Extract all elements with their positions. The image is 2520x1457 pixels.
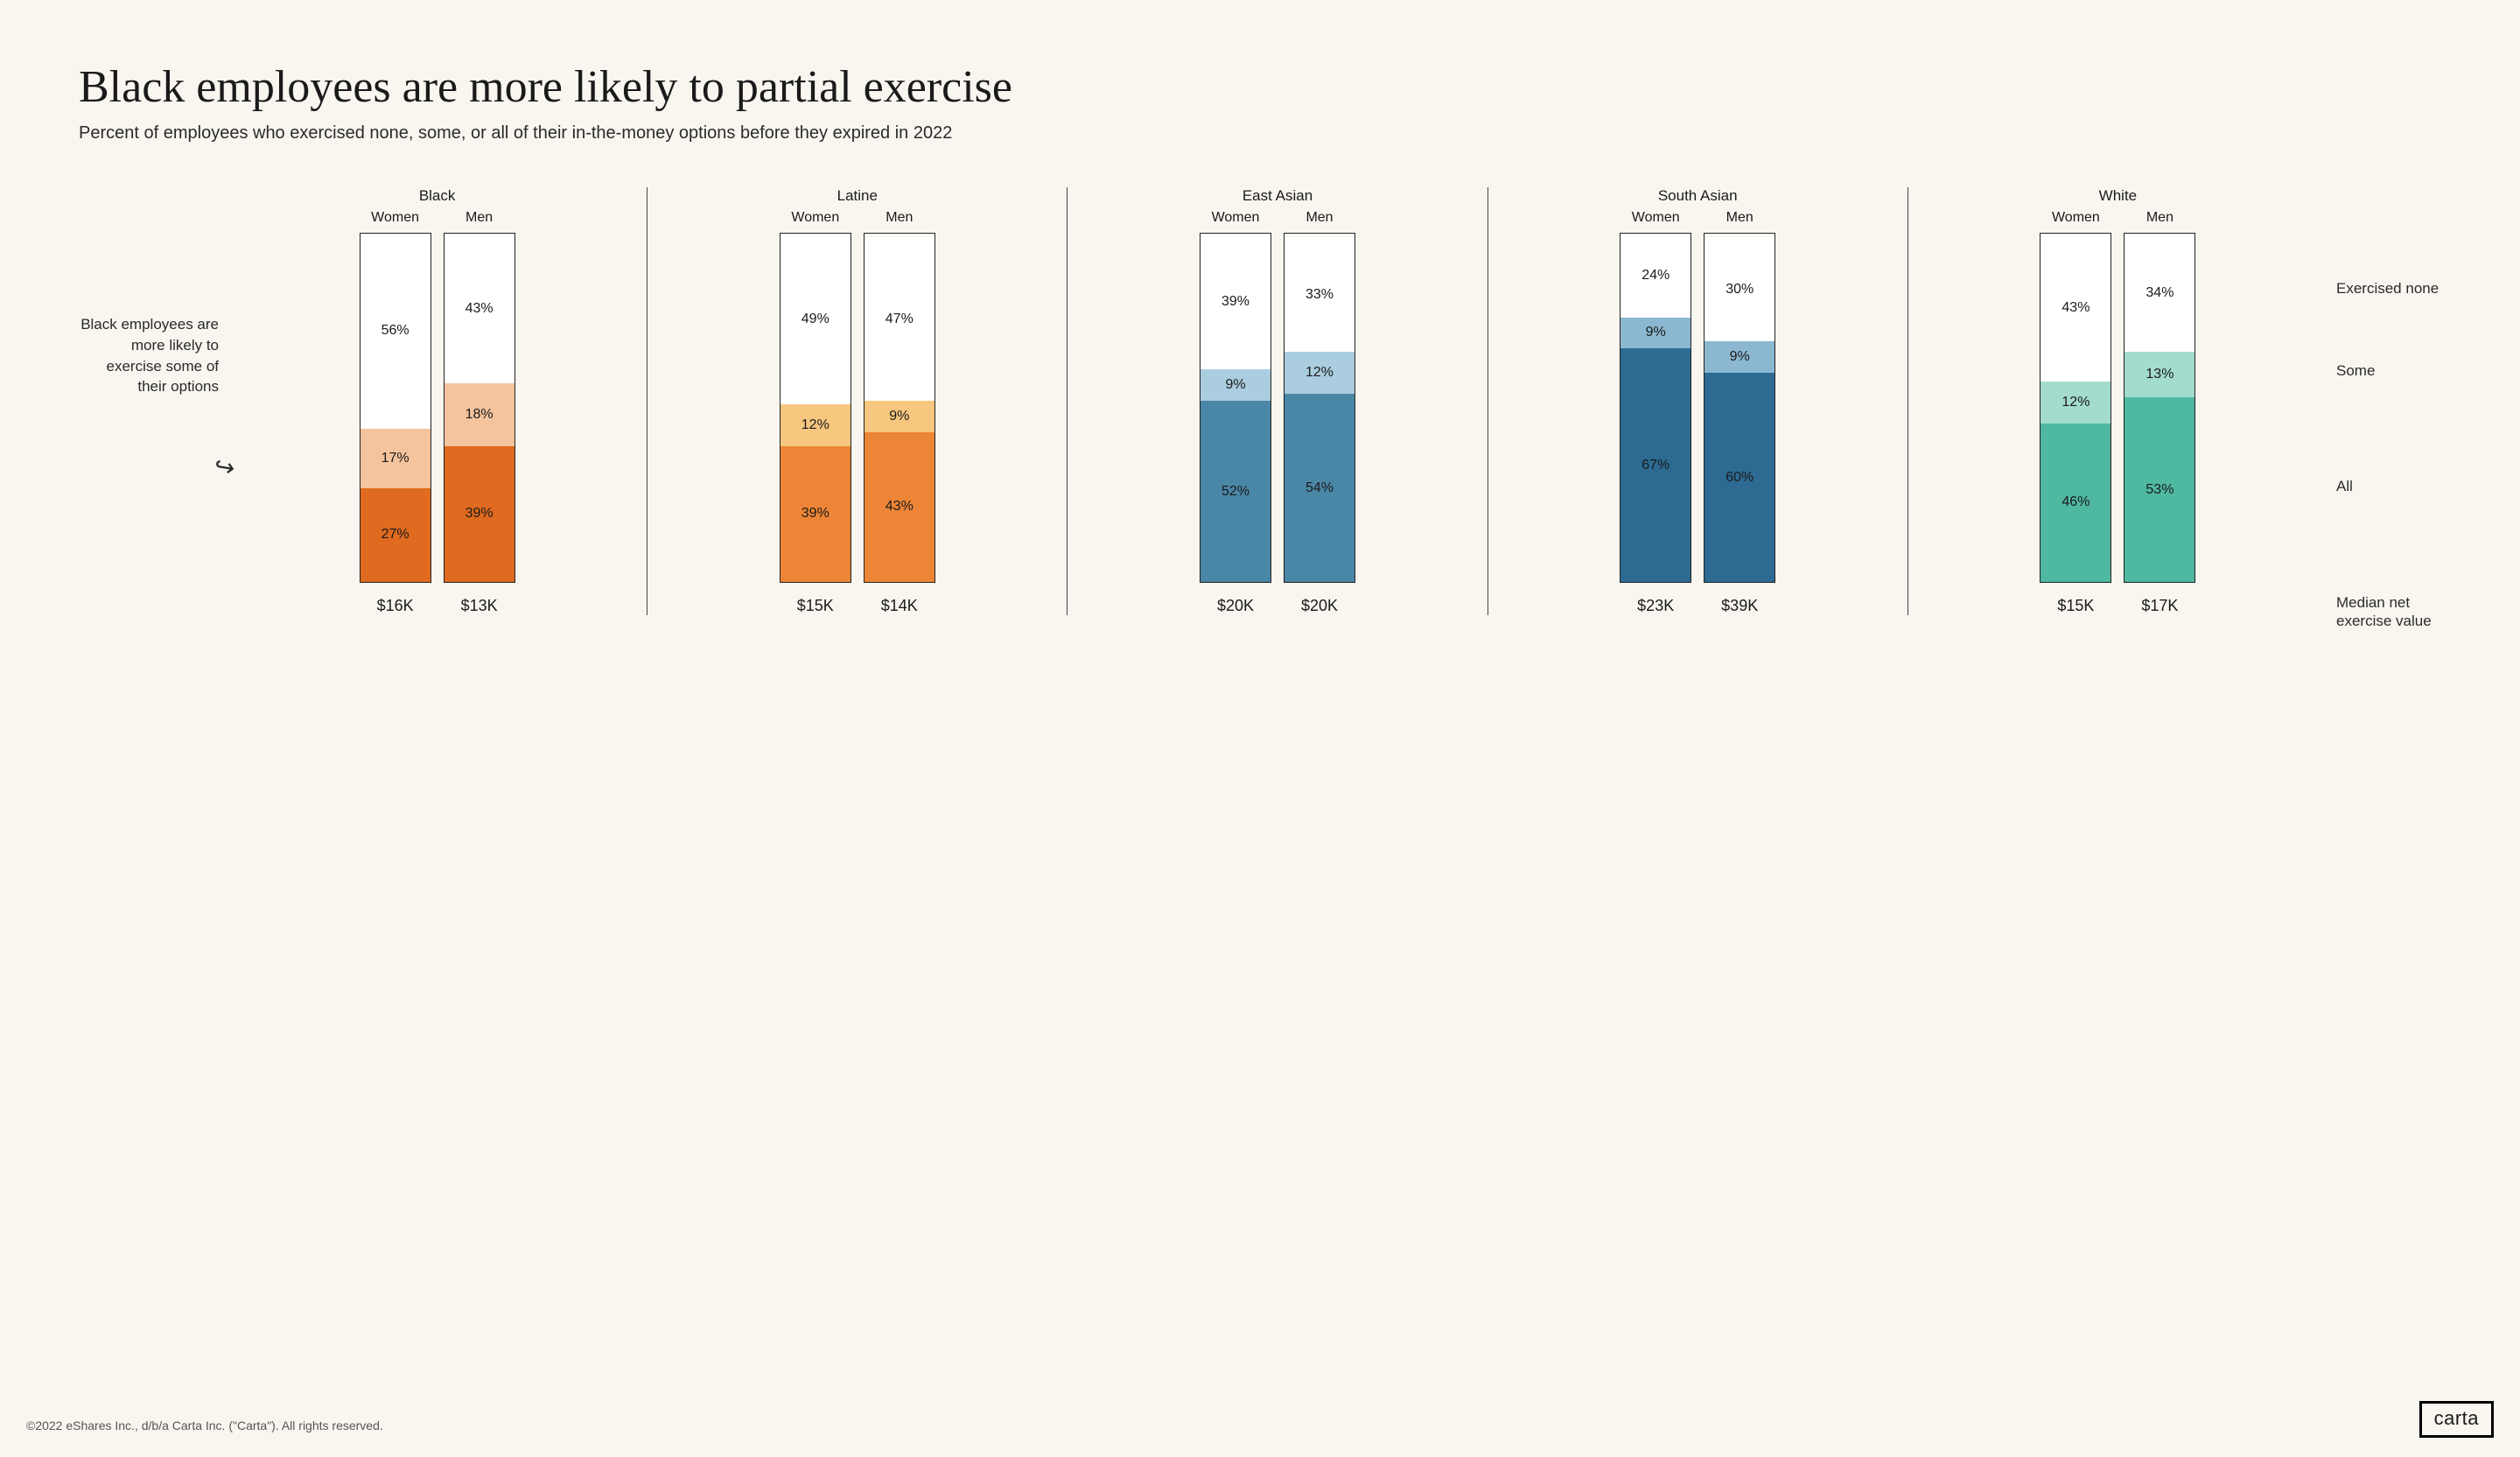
group-bars: Women 46%12%43% $15K Men 53%13%34% $17K [1914,210,2322,615]
stacked-bar: 67%9%24% [1620,233,1691,583]
bar-segment-some: 9% [864,401,934,432]
gender-label: Men [1726,210,1754,226]
chart-annotation: Black employees are more likely to exerc… [79,187,228,397]
gender-label: Women [791,210,839,226]
chart-subtitle: Percent of employees who exercised none,… [79,123,2441,144]
group-label: White [2099,187,2137,207]
bar-segment-none: 34% [2124,234,2194,352]
bar-segment-all: 27% [360,488,430,582]
annotation-text: Black employees are more likely to exerc… [80,316,219,395]
stacked-bar: 60%9%30% [1704,233,1775,583]
bar-column: Women 52%9%39% $20K [1200,210,1271,615]
carta-logo: carta [2419,1401,2494,1438]
group-label: Latine [837,187,878,207]
legend-median-label: Median net exercise value [2336,593,2441,631]
median-value: $17K [2141,597,2178,615]
bar-segment-some: 9% [1200,369,1270,401]
gender-label: Women [1632,210,1680,226]
group-label: Black [419,187,456,207]
bar-column: Women 46%12%43% $15K [2040,210,2111,615]
gender-label: Men [466,210,493,226]
bar-column: Men 53%13%34% $17K [2124,210,2195,615]
gender-label: Women [371,210,419,226]
median-value: $13K [461,597,498,615]
bar-segment-all: 67% [1620,348,1690,582]
median-value: $20K [1217,597,1254,615]
bar-segment-some: 18% [444,383,514,446]
bar-segment-none: 43% [2040,234,2110,382]
stacked-bar: 27%17%56% [360,233,431,583]
legend-label-all: All [2336,394,2441,579]
chart-area: Black employees are more likely to exerc… [79,187,2441,631]
stacked-bar: 52%9%39% [1200,233,1271,583]
median-value: $14K [881,597,918,615]
bar-segment-some: 12% [780,404,850,446]
bar-segment-none: 47% [864,237,934,401]
chart-group: South AsianWomen67%9%24%$23KMen60%9%30%$… [1488,187,1908,615]
chart-groups: BlackWomen27%17%56%$16KMen39%18%43%$13KL… [228,187,2328,615]
bar-segment-none: 24% [1620,234,1690,318]
bar-segment-some: 13% [2124,352,2194,397]
chart-title: Black employees are more likely to parti… [79,61,2441,113]
stacked-bar: 53%13%34% [2124,233,2195,583]
bar-segment-all: 52% [1200,401,1270,582]
bar-segment-none: 39% [1200,234,1270,369]
gender-label: Men [1306,210,1333,226]
bar-column: Women 27%17%56% $16K [360,210,431,615]
group-label: South Asian [1658,187,1738,207]
bar-segment-all: 60% [1704,373,1774,582]
group-label: East Asian [1242,187,1312,207]
legend-label-none: Exercised none [2336,229,2441,348]
bar-column: Men 54%12%33% $20K [1284,210,1355,615]
bar-segment-none: 49% [780,234,850,404]
bar-segment-all: 54% [1284,394,1354,582]
gender-label: Men [886,210,913,226]
bar-column: Women 67%9%24% $23K [1620,210,1691,615]
bar-segment-all: 39% [780,446,850,582]
gender-label: Women [2052,210,2100,226]
median-value: $23K [1637,597,1674,615]
bar-segment-none: 56% [360,234,430,429]
median-value: $15K [2057,597,2094,615]
stacked-bar: 39%12%49% [780,233,851,583]
legend-label-some: Some [2336,348,2441,394]
bar-segment-some: 17% [360,429,430,488]
bar-segment-none: 43% [444,234,514,383]
group-bars: Women67%9%24%$23KMen60%9%30%$39K [1494,210,1902,615]
gender-label: Men [2146,210,2174,226]
bar-column: Men 60%9%30% $39K [1704,210,1775,615]
median-value: $16K [377,597,414,615]
copyright-footer: ©2022 eShares Inc., d/b/a Carta Inc. ("C… [26,1418,383,1432]
bar-segment-some: 12% [1284,352,1354,394]
gender-label: Women [1212,210,1260,226]
bar-segment-none: 30% [1704,237,1774,341]
chart-group: BlackWomen 27%17%56% $16K Men 39%18%43% $13K [228,187,647,615]
bar-segment-all: 46% [2040,424,2110,582]
bar-segment-all: 53% [2124,397,2194,582]
stacked-bar: 46%12%43% [2040,233,2111,583]
chart-right-legend: AllSomeExercised none Median net exercis… [2328,187,2441,631]
bar-column: Men 43%9%47% $14K [864,210,935,615]
bar-segment-all: 43% [864,432,934,582]
group-bars: Women 52%9%39% $20K Men 54%12%33% $20K [1073,210,1481,615]
chart-group: East Asian Women 52%9%39% $20K Men 54%12%33% $… [1067,187,1487,615]
bar-segment-some: 9% [1704,341,1774,373]
bar-column: Men 39%18%43% $13K [444,210,515,615]
stacked-bar: 43%9%47% [864,233,935,583]
median-value: $15K [797,597,834,615]
median-value: $20K [1301,597,1338,615]
bar-column: Women 39%12%49% $15K [780,210,851,615]
chart-group: White Women 46%12%43% $15K Men 53%13%34% $17K [1908,187,2328,615]
median-value: $39K [1721,597,1758,615]
stacked-bar: 39%18%43% [444,233,515,583]
bar-segment-some: 12% [2040,382,2110,423]
bar-segment-none: 33% [1284,237,1354,352]
chart-group: Latine Women 39%12%49% $15K Men 43%9%47% $14K [647,187,1067,615]
bar-segment-some: 9% [1620,318,1690,349]
group-bars: Women 39%12%49% $15K Men 43%9%47% $14K [653,210,1061,615]
bar-segment-all: 39% [444,446,514,582]
stacked-bar: 54%12%33% [1284,233,1355,583]
group-bars: Women 27%17%56% $16K Men 39%18%43% $13K [233,210,641,615]
